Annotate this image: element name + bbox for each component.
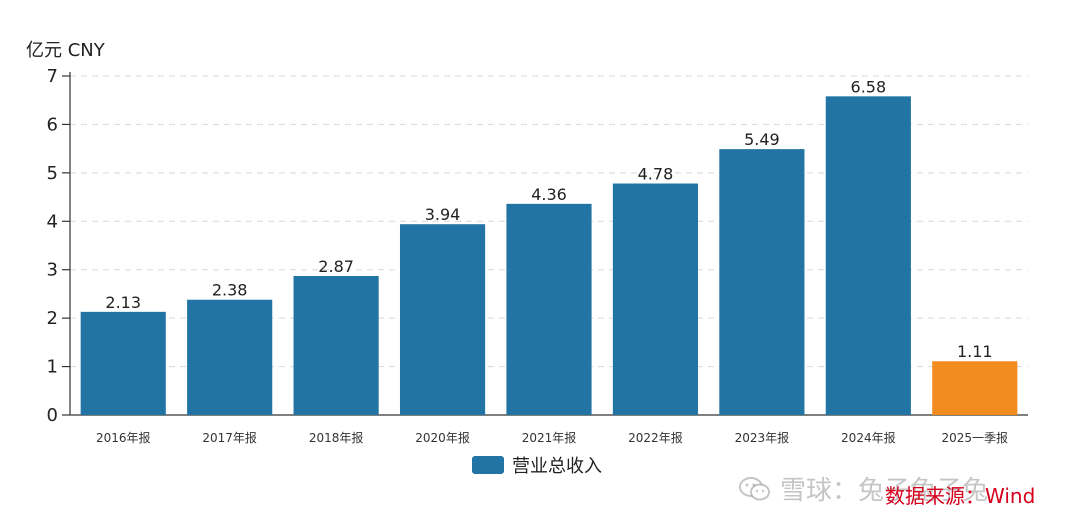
data-label: 5.49 xyxy=(744,130,780,149)
x-tick-label: 2023年报 xyxy=(735,430,790,445)
y-tick-label: 2 xyxy=(47,308,58,329)
wechat-icon xyxy=(739,476,770,500)
data-label: 4.78 xyxy=(638,165,674,184)
legend-swatch xyxy=(472,456,504,474)
y-tick-label: 0 xyxy=(47,405,58,426)
data-label: 2.87 xyxy=(318,257,354,276)
data-label: 2.38 xyxy=(212,281,248,300)
y-tick-label: 4 xyxy=(47,211,58,232)
x-tick-label: 2017年报 xyxy=(202,430,257,445)
bar xyxy=(506,203,592,415)
x-tick-label: 2025一季报 xyxy=(942,430,1009,445)
bar xyxy=(932,361,1018,415)
bar xyxy=(719,149,805,415)
y-tick-label: 7 xyxy=(47,66,58,87)
y-tick-label: 1 xyxy=(47,357,58,378)
x-tick-label: 2020年报 xyxy=(415,430,470,445)
y-tick-label: 3 xyxy=(47,260,58,281)
bar xyxy=(825,96,911,415)
data-label: 2.13 xyxy=(105,293,141,312)
legend: 营业总收入 xyxy=(472,452,602,478)
data-label: 1.11 xyxy=(957,342,993,361)
y-axis-unit-label: 亿元 CNY xyxy=(26,40,105,61)
bar xyxy=(187,299,273,415)
source-text: 数据来源：Wind xyxy=(885,484,1036,508)
legend-label: 营业总收入 xyxy=(512,456,602,477)
x-tick-label: 2016年报 xyxy=(96,430,151,445)
x-tick-label: 2022年报 xyxy=(628,430,683,445)
bar xyxy=(612,183,699,415)
watermark: 雪球：兔子兔子兔 xyxy=(738,470,988,507)
x-tick-label: 2021年报 xyxy=(522,430,577,445)
data-label: 4.36 xyxy=(531,185,567,204)
data-label: 3.94 xyxy=(425,205,461,224)
bar xyxy=(293,276,379,415)
x-tick-label: 2018年报 xyxy=(309,430,364,445)
bar xyxy=(80,311,166,415)
y-tick-label: 6 xyxy=(47,114,58,135)
watermark-text: 雪球：兔子兔子兔 xyxy=(780,476,989,506)
data-label: 6.58 xyxy=(851,77,887,96)
x-tick-label: 2024年报 xyxy=(841,430,896,445)
bar xyxy=(399,224,486,415)
y-tick-label: 5 xyxy=(47,163,58,184)
